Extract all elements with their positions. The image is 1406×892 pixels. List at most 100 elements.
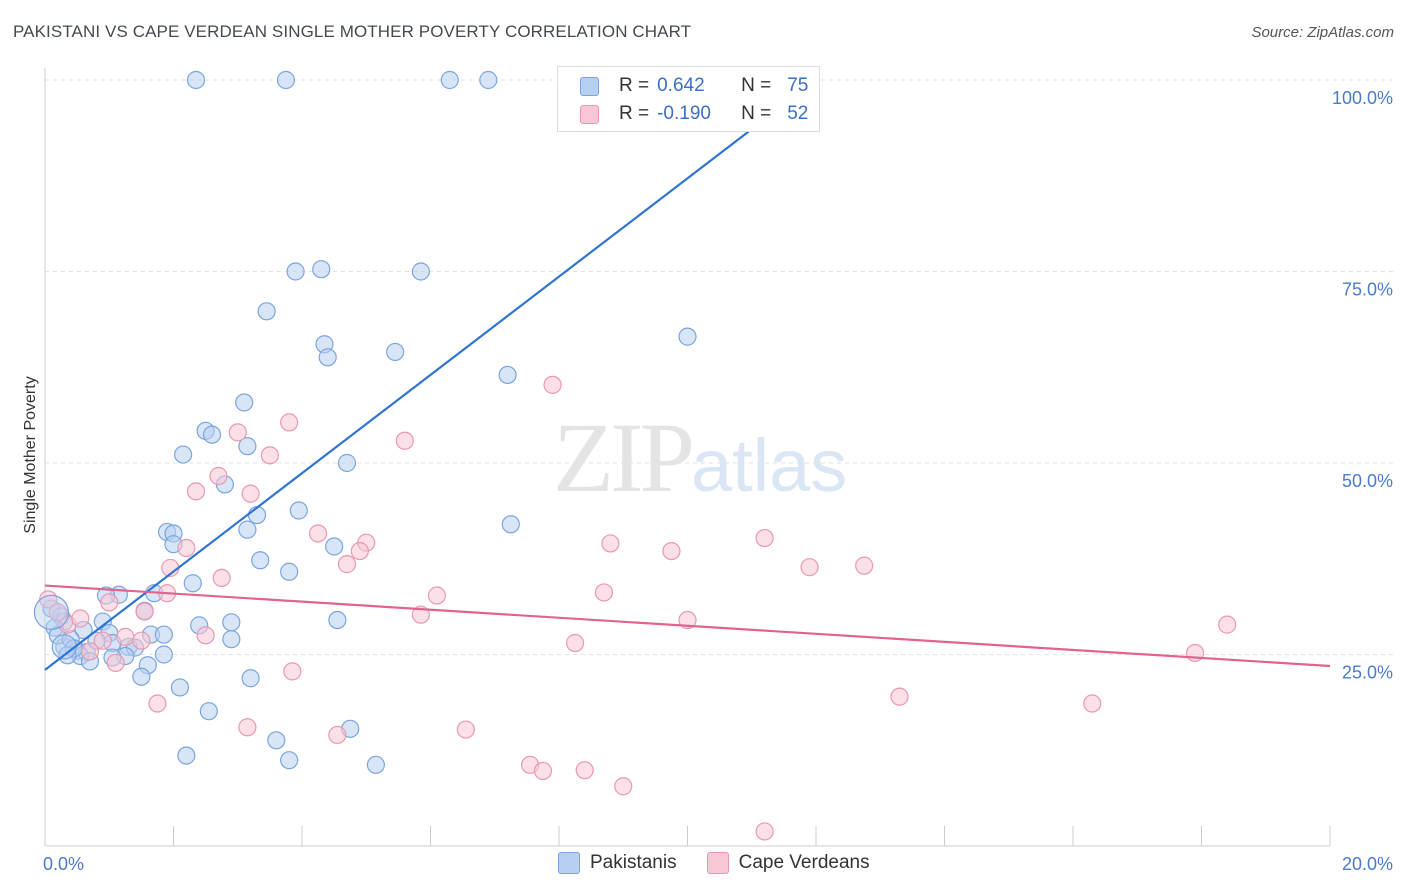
point-pakistani (286, 262, 305, 281)
point-cape-verdean (800, 558, 819, 577)
x-tick-label: 20.0% (1342, 854, 1393, 874)
legend-item-cape-verdeans[interactable]: Cape Verdeans (706, 852, 870, 874)
point-cape-verdean (260, 446, 279, 465)
point-cape-verdean (427, 586, 447, 605)
point-pakistani (33, 594, 70, 630)
point-cape-verdean (196, 626, 215, 645)
point-cape-verdean (186, 482, 206, 501)
point-pakistani (678, 327, 697, 346)
point-cape-verdean (132, 631, 151, 650)
legend-swatch-pakistanis (580, 76, 599, 96)
legend-swatch-cape-verdeans (580, 104, 599, 124)
point-cape-verdean (890, 687, 909, 706)
legend-n-label: N = (741, 103, 772, 124)
y-axis-label: Single Mother Poverty (22, 376, 39, 533)
series-legend: Pakistanis Cape Verdeans (558, 852, 900, 874)
point-pakistani (235, 393, 254, 412)
legend-swatch-cape-verdeans (706, 852, 729, 874)
point-cape-verdean (93, 631, 112, 650)
point-pakistani (199, 702, 218, 721)
point-cape-verdean (755, 528, 774, 548)
axes (44, 68, 1331, 847)
legend-n-value: 75 (787, 75, 809, 96)
point-cape-verdean (1218, 615, 1237, 634)
point-cape-verdean (228, 423, 247, 442)
legend-n-value: 52 (787, 103, 809, 124)
point-pakistani (289, 501, 308, 520)
legend-r-label: R = (619, 75, 650, 96)
point-pakistani (247, 505, 267, 525)
point-cape-verdean (48, 603, 67, 622)
point-pakistani (222, 630, 241, 649)
watermark-zip: ZIP (553, 402, 695, 513)
legend-item-pakistanis[interactable]: Pakistanis (558, 852, 677, 874)
point-pakistani (267, 731, 286, 750)
point-pakistani (498, 365, 517, 385)
y-tick-label: 50.0% (1342, 471, 1393, 491)
point-cape-verdean (283, 662, 302, 681)
point-cape-verdean (594, 583, 614, 602)
point-cape-verdean (601, 534, 620, 553)
point-cape-verdean (678, 610, 697, 630)
point-cape-verdean (1083, 694, 1102, 713)
point-pakistani (312, 260, 331, 279)
point-pakistani (501, 515, 520, 534)
point-pakistani (58, 646, 77, 665)
legend-r-label: R = (619, 103, 650, 124)
trend-line-pakistanis (44, 79, 817, 671)
legend-n-label: N = (741, 75, 772, 96)
point-cape-verdean (116, 627, 135, 646)
point-cape-verdean (280, 413, 299, 432)
stats-legend: R = 0.642 N = 75 R = -0.190 N = 52 (557, 66, 820, 132)
point-pakistani (177, 746, 196, 765)
legend-label-pakistanis: Pakistanis (590, 852, 677, 873)
point-cape-verdean (308, 524, 328, 543)
legend-swatch-pakistanis (558, 852, 580, 874)
chart-title: PAKISTANI VS CAPE VERDEAN SINGLE MOTHER … (13, 22, 692, 41)
point-pakistani (337, 453, 357, 473)
legend-r-value: -0.190 (657, 103, 711, 124)
point-pakistani (276, 70, 296, 90)
point-pakistani (328, 610, 347, 630)
point-cape-verdean (80, 642, 100, 661)
grid-lines (45, 79, 1393, 655)
point-cape-verdean (209, 466, 228, 486)
trend-lines (44, 79, 1331, 671)
point-pakistani (174, 445, 193, 464)
point-pakistani (132, 667, 151, 686)
point-pakistani (238, 520, 257, 539)
point-pakistani (440, 70, 459, 90)
point-cape-verdean (241, 484, 260, 503)
legend-label-cape-verdeans: Cape Verdeans (738, 852, 870, 873)
point-cape-verdean (71, 609, 90, 628)
point-cape-verdean (395, 431, 414, 450)
point-cape-verdean (565, 633, 585, 653)
point-pakistani (183, 574, 202, 593)
legend-row-pakistanis: R = 0.642 N = 75 (580, 73, 808, 99)
point-pakistani (366, 755, 385, 774)
x-tick-label: 0.0% (43, 854, 84, 874)
point-cape-verdean (238, 718, 257, 737)
point-pakistani (202, 425, 222, 444)
point-cape-verdean (177, 538, 196, 558)
tick-labels: 25.0% 50.0% 75.0% 100.0% 0.0% 20.0% (43, 88, 1393, 874)
point-cape-verdean (328, 725, 347, 745)
y-tick-label: 100.0% (1332, 88, 1393, 108)
point-pakistani (318, 348, 337, 367)
point-pakistani (479, 70, 498, 90)
point-cape-verdean (543, 375, 562, 394)
y-tick-label: 75.0% (1342, 280, 1393, 300)
point-cape-verdean (614, 777, 633, 796)
point-pakistani (386, 342, 405, 362)
point-cape-verdean (337, 555, 357, 574)
point-pakistani (241, 669, 260, 688)
point-pakistani (280, 751, 299, 770)
point-pakistani (186, 70, 206, 90)
point-cape-verdean (148, 694, 167, 713)
source-credit: Source: ZipAtlas.com (1251, 24, 1394, 41)
point-pakistani (325, 537, 344, 556)
point-pakistani (238, 437, 257, 456)
point-pakistani (251, 551, 270, 570)
point-pakistani (154, 625, 173, 644)
